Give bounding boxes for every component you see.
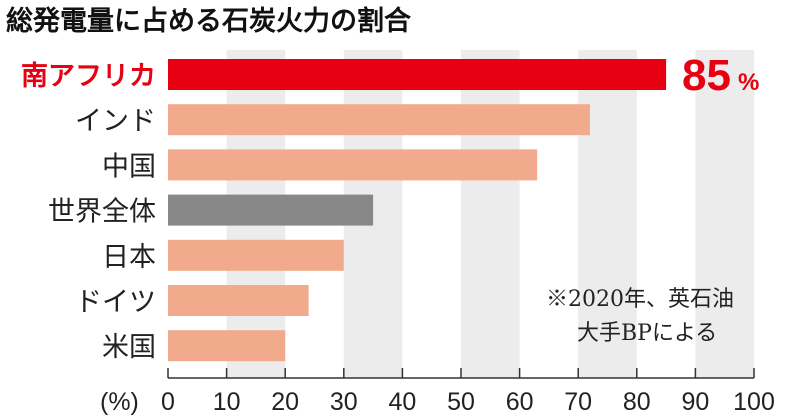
chart-title: 総発電量に占める石炭火力の割合 [6,5,411,37]
bar-0 [168,59,667,90]
grid-band [695,50,754,378]
x-tick-label: 20 [271,388,299,416]
x-tick-label: 60 [506,388,534,416]
bar-4 [168,239,344,271]
grid-band [461,50,520,378]
bar-6 [168,330,286,362]
source-note-line1: ※2020年、英石油 [546,287,734,312]
category-label: 米国 [102,332,156,363]
source-note-line2: 大手BPによる [577,321,717,346]
x-tick-label: 90 [681,388,709,416]
x-tick-label: 70 [564,388,592,416]
category-label: ドイツ [75,287,156,318]
category-label: インド [75,106,156,137]
bar-3 [168,194,374,226]
bar-1 [168,104,590,136]
x-tick-label: 10 [213,388,241,416]
category-label: 世界全体 [48,197,156,228]
x-tick-label: 100 [733,388,775,416]
x-tick-label: 50 [447,388,475,416]
category-label: 日本 [102,242,156,273]
bar-5 [168,285,309,316]
x-tick-label: 0 [161,388,175,416]
highlight-unit-label: % [738,69,759,96]
x-tick-label: 80 [623,388,651,416]
bar-2 [168,149,538,181]
x-axis-unit-label: (%) [100,388,139,416]
highlight-value-label: 85 [682,51,731,100]
x-tick-label: 40 [388,388,416,416]
category-label: 中国 [102,151,156,182]
category-label: 南アフリカ [21,61,156,92]
x-tick-label: 30 [330,388,358,416]
